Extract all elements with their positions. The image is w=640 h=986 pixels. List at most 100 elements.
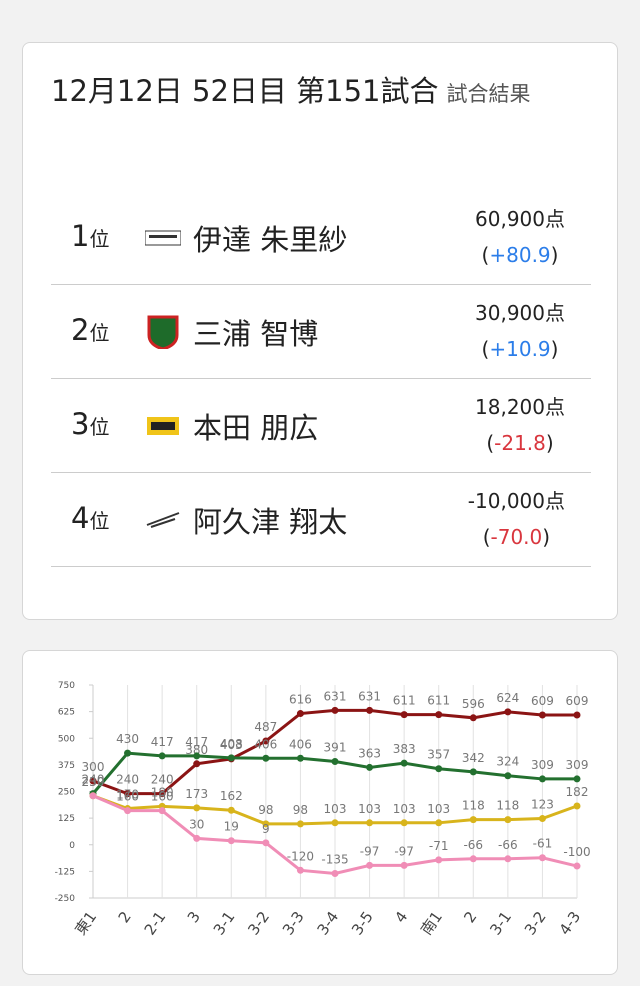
data-label: 624 [496, 691, 519, 705]
point [296, 820, 304, 828]
point [331, 819, 339, 827]
y-tick-label: 625 [58, 708, 75, 718]
paren: ) [542, 525, 551, 549]
point [400, 711, 408, 719]
point [573, 711, 581, 719]
data-label: 240 [116, 773, 139, 787]
rank: 3位 [71, 407, 109, 441]
point [538, 854, 546, 862]
point [193, 804, 201, 812]
data-label: 342 [462, 751, 485, 765]
data-label: 240 [82, 773, 105, 787]
result-row: 3位 本田 朋広 18,200点 (-21.8) [51, 379, 591, 473]
x-tick-label: 3-3 [279, 908, 308, 938]
point [435, 711, 443, 719]
data-label: 391 [324, 740, 347, 754]
data-label: 180 [151, 785, 174, 799]
point [573, 802, 581, 810]
data-label: 616 [289, 693, 312, 707]
data-label: 417 [185, 735, 208, 749]
point [124, 790, 132, 798]
point [435, 819, 443, 827]
point [262, 737, 270, 745]
x-tick-label: 3-4 [313, 908, 342, 938]
point [538, 775, 546, 783]
data-label: -61 [533, 837, 553, 851]
point [573, 862, 581, 870]
point [366, 861, 374, 869]
data-label: 9 [262, 822, 270, 836]
point [469, 855, 477, 863]
data-label: 611 [427, 694, 450, 708]
point-line: (+80.9) [475, 237, 565, 273]
point [366, 706, 374, 714]
point [89, 792, 97, 800]
x-tick-label: 3-1 [210, 908, 239, 938]
x-tick-label: 3 [184, 908, 204, 926]
data-label: 230 [82, 775, 105, 789]
data-label: 103 [393, 802, 416, 816]
data-label: -71 [429, 839, 449, 853]
point [89, 777, 97, 785]
point [469, 768, 477, 776]
point: -21.8 [494, 431, 546, 455]
point [573, 775, 581, 783]
data-label: 383 [393, 742, 416, 756]
data-label: 182 [566, 785, 589, 799]
y-tick-label: 125 [58, 814, 75, 824]
x-tick-label: 3-1 [486, 908, 515, 938]
point [331, 757, 339, 765]
result-row: 1位 伊達 朱里紗 60,900点 (+80.9) [51, 191, 591, 285]
data-label: -66 [498, 838, 518, 852]
y-tick-label: -250 [55, 894, 76, 904]
point [262, 820, 270, 828]
data-label: 103 [358, 802, 381, 816]
point-line: (-21.8) [475, 425, 565, 461]
point [504, 816, 512, 824]
point [193, 834, 201, 842]
title: 12月12日 52日目 第151試合 [51, 74, 439, 108]
point [227, 754, 235, 762]
rank-number: 3 [71, 407, 90, 441]
x-tick-label: 南1 [417, 908, 446, 938]
data-label: 309 [566, 758, 589, 772]
point [400, 819, 408, 827]
rank: 4位 [71, 501, 109, 535]
rank-unit: 位 [89, 509, 110, 533]
data-label: 611 [393, 694, 416, 708]
data-label: 357 [427, 748, 450, 762]
point [193, 760, 201, 768]
team-logo [144, 221, 182, 255]
score-box: 18,200点 (-21.8) [475, 389, 565, 461]
score-box: 30,900点 (+10.9) [475, 295, 565, 367]
data-label: 631 [358, 689, 381, 703]
point [262, 839, 270, 847]
point [296, 754, 304, 762]
point [158, 752, 166, 760]
data-label: 103 [324, 802, 347, 816]
data-label: -66 [463, 838, 483, 852]
rank-number: 2 [71, 313, 90, 347]
point [538, 711, 546, 719]
data-label: 487 [254, 720, 277, 734]
x-tick-label: 4-3 [555, 908, 584, 938]
data-label: 123 [531, 798, 554, 812]
data-label: 403 [220, 738, 243, 752]
score: 30,900点 [475, 301, 565, 325]
x-tick-label: 3-2 [521, 908, 550, 938]
rank: 2位 [71, 313, 109, 347]
y-tick-label: -125 [55, 867, 75, 877]
point: +80.9 [489, 243, 551, 267]
paren: ( [486, 431, 495, 455]
score: -10,000点 [467, 489, 565, 513]
x-tick-label: 2 [115, 908, 135, 926]
score: 60,900点 [475, 207, 565, 231]
data-label: -97 [360, 844, 380, 858]
point [538, 815, 546, 823]
y-tick-label: 500 [58, 734, 75, 744]
x-tick-label: 2 [460, 908, 480, 926]
data-label: -120 [287, 849, 314, 863]
data-label: 309 [531, 758, 554, 772]
